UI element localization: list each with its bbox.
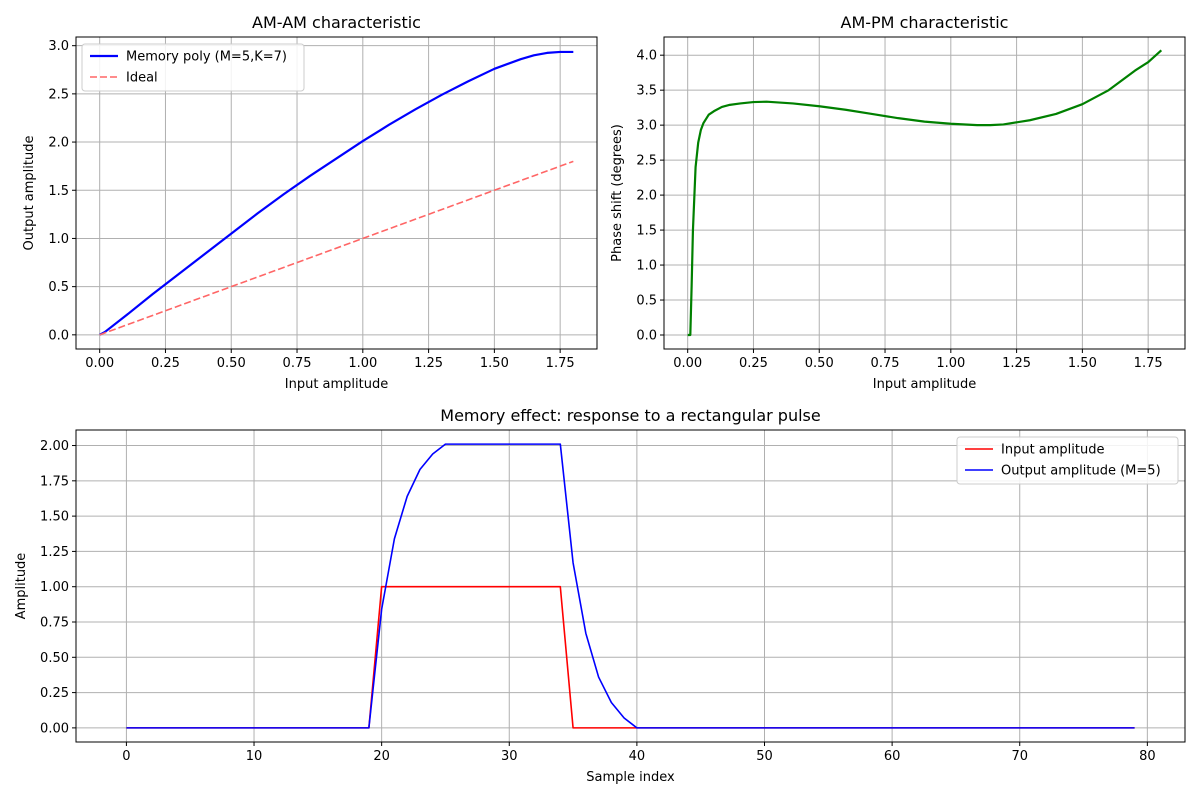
x-tick-label: 20 — [373, 749, 390, 764]
y-tick-label: 2.5 — [636, 154, 657, 169]
chart-title: Memory effect: response to a rectangular… — [440, 406, 820, 425]
x-tick-label: 1.50 — [1068, 356, 1097, 371]
y-tick-label: 3.5 — [636, 84, 657, 99]
chart-title: AM-PM characteristic — [841, 13, 1009, 32]
x-tick-label: 0.50 — [805, 356, 834, 371]
x-axis-label: Input amplitude — [285, 377, 389, 392]
series-line-2 — [126, 443, 1135, 729]
legend: Input amplitude Output amplitude (M=5) — [956, 436, 1179, 485]
x-tick-label: 1.25 — [414, 356, 443, 371]
y-tick-label: 0.5 — [636, 294, 657, 309]
y-tick-label: 0.50 — [40, 651, 69, 666]
chart-panel-2: 0.00 0.25 0.50 0.75 1.00 1.25 1.50 1.75 0.0 0.5 1.… — [610, 13, 1186, 392]
y-tick-label: 1.5 — [48, 184, 69, 199]
x-axis-label: Sample index — [586, 770, 675, 785]
y-tick-label: 2.0 — [48, 136, 69, 151]
x-tick-label: 0 — [122, 749, 130, 764]
x-tick-label: 1.75 — [1134, 356, 1163, 371]
x-axis-label: Input amplitude — [873, 377, 977, 392]
grid-lines — [664, 37, 1185, 349]
x-tick-label: 0.00 — [85, 356, 114, 371]
x-tick-label: 40 — [629, 749, 646, 764]
plot-area — [664, 37, 1185, 349]
x-tick-label: 0.25 — [739, 356, 768, 371]
x-tick-label: 1.00 — [936, 356, 965, 371]
legend: Memory poly (M=5,K=7) Ideal — [81, 43, 305, 92]
y-tick-label: 1.50 — [40, 510, 69, 525]
x-tick-label: 0.25 — [151, 356, 180, 371]
x-tick-label: 1.25 — [1002, 356, 1031, 371]
legend-entry-label: Ideal — [126, 71, 158, 86]
y-tick-label: 0.0 — [48, 328, 69, 343]
x-tick-label: 10 — [246, 749, 263, 764]
y-tick-label: 1.75 — [40, 474, 69, 489]
chart-panel-1: 0.00 0.25 0.50 0.75 1.00 1.25 1.50 1.75 0.0 0.5 1.… — [22, 13, 598, 392]
y-tick-label: 0.25 — [40, 686, 69, 701]
series-line-1 — [99, 50, 574, 336]
axes-frame — [75, 429, 1186, 743]
x-tick-label: 60 — [884, 749, 901, 764]
x-tick-label: 1.75 — [546, 356, 575, 371]
y-axis-label: Amplitude — [14, 553, 29, 620]
y-tick-label: 3.0 — [636, 119, 657, 134]
y-axis-label: Phase shift (degrees) — [610, 124, 625, 262]
axes-frame — [75, 36, 598, 350]
x-tick-label: 0.50 — [217, 356, 246, 371]
y-tick-label: 1.0 — [636, 259, 657, 274]
y-tick-label: 3.0 — [48, 39, 69, 54]
y-tick-label: 1.00 — [40, 580, 69, 595]
x-tick-label: 1.50 — [480, 356, 509, 371]
legend-box — [81, 43, 305, 92]
x-tick-label: 70 — [1011, 749, 1028, 764]
y-tick-label: 0.5 — [48, 280, 69, 295]
x-tick-label: 0.00 — [673, 356, 702, 371]
legend-entry-label: Memory poly (M=5,K=7) — [126, 50, 287, 65]
legend-entry-label: Output amplitude (M=5) — [1001, 464, 1161, 479]
x-tick-label: 1.00 — [348, 356, 377, 371]
y-tick-label: 4.0 — [636, 49, 657, 64]
y-tick-label: 2.0 — [636, 189, 657, 204]
y-tick-label: 1.5 — [636, 224, 657, 239]
y-tick-label: 0.75 — [40, 616, 69, 631]
x-tick-label: 0.75 — [283, 356, 312, 371]
x-tick-label: 0.75 — [871, 356, 900, 371]
y-tick-label: 2.5 — [48, 87, 69, 102]
y-tick-label: 1.25 — [40, 545, 69, 560]
chart-title: AM-AM characteristic — [252, 13, 421, 32]
axes-frame — [663, 36, 1186, 350]
chart-panel-3: 0 10 20 30 40 50 60 70 80 0.00 0.25 0.50 0.75 1.00 1.2… — [14, 406, 1186, 785]
y-tick-label: 1.0 — [48, 232, 69, 247]
y-tick-label: 2.00 — [40, 439, 69, 454]
y-tick-label: 0.00 — [40, 721, 69, 736]
legend-box — [956, 436, 1179, 485]
legend-entry-label: Input amplitude — [1001, 443, 1105, 458]
y-tick-label: 0.0 — [636, 329, 657, 344]
x-tick-label: 50 — [756, 749, 773, 764]
x-tick-label: 30 — [501, 749, 518, 764]
series-line-1 — [687, 49, 1163, 337]
y-axis-label: Output amplitude — [22, 136, 37, 251]
series-line-2 — [99, 160, 574, 336]
x-tick-label: 80 — [1139, 749, 1156, 764]
